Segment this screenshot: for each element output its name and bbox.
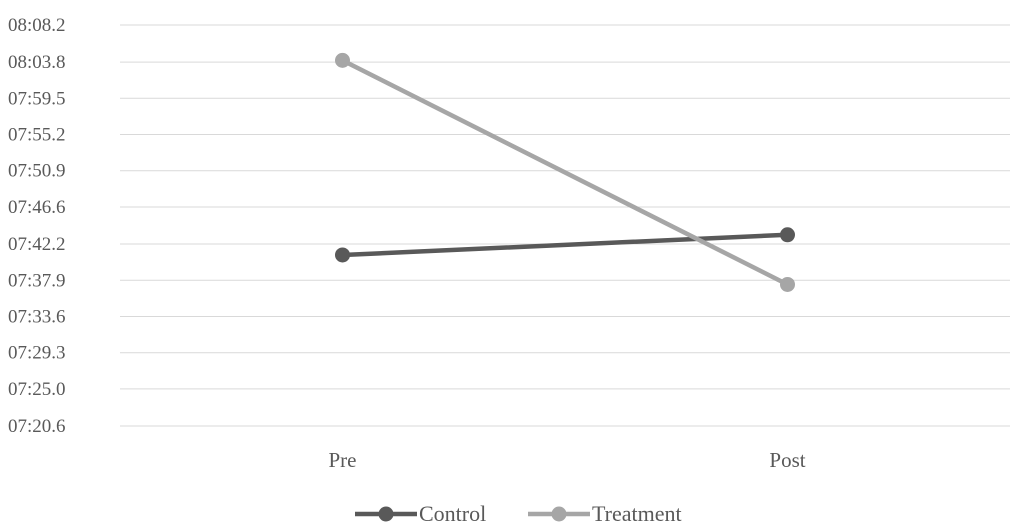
legend-label: Treatment (592, 501, 682, 526)
y-tick-label: 07:42.2 (8, 234, 66, 255)
x-category-label: Pre (329, 448, 357, 472)
y-tick-label: 07:59.5 (8, 88, 66, 109)
y-tick-label: 08:03.8 (8, 52, 66, 73)
x-category-label: Post (769, 448, 805, 472)
data-point (780, 276, 795, 292)
y-tick-label: 07:33.6 (8, 306, 66, 327)
data-point (335, 247, 350, 263)
y-tick-label: 07:50.9 (8, 161, 66, 182)
y-tick-label: 07:20.6 (8, 416, 66, 437)
series-treatment (335, 52, 795, 292)
y-tick-label: 07:46.6 (8, 197, 66, 218)
y-tick-label: 08:08.2 (8, 15, 66, 36)
data-point (780, 227, 795, 243)
y-tick-label: 07:25.0 (8, 379, 66, 400)
series-lines (335, 52, 795, 292)
legend-marker (378, 506, 394, 522)
series-control (335, 227, 795, 263)
legend-item-control: Control (355, 501, 486, 526)
data-point (335, 52, 350, 68)
gridlines (120, 24, 1010, 427)
legend-label: Control (419, 501, 486, 526)
legend: Control Treatment (355, 501, 682, 526)
y-tick-label: 07:55.2 (8, 125, 66, 146)
legend-item-treatment: Treatment (528, 501, 682, 526)
x-axis-category-labels: Pre Post (329, 448, 806, 472)
series-line (340, 232, 790, 258)
y-tick-label: 07:29.3 (8, 343, 66, 364)
legend-marker (551, 506, 567, 522)
y-tick-label: 07:37.9 (8, 270, 66, 291)
series-line (340, 58, 790, 287)
y-axis-tick-labels: 07:20.6 07:25.0 07:29.3 07:33.6 07:37.9 07:42… (8, 15, 66, 437)
